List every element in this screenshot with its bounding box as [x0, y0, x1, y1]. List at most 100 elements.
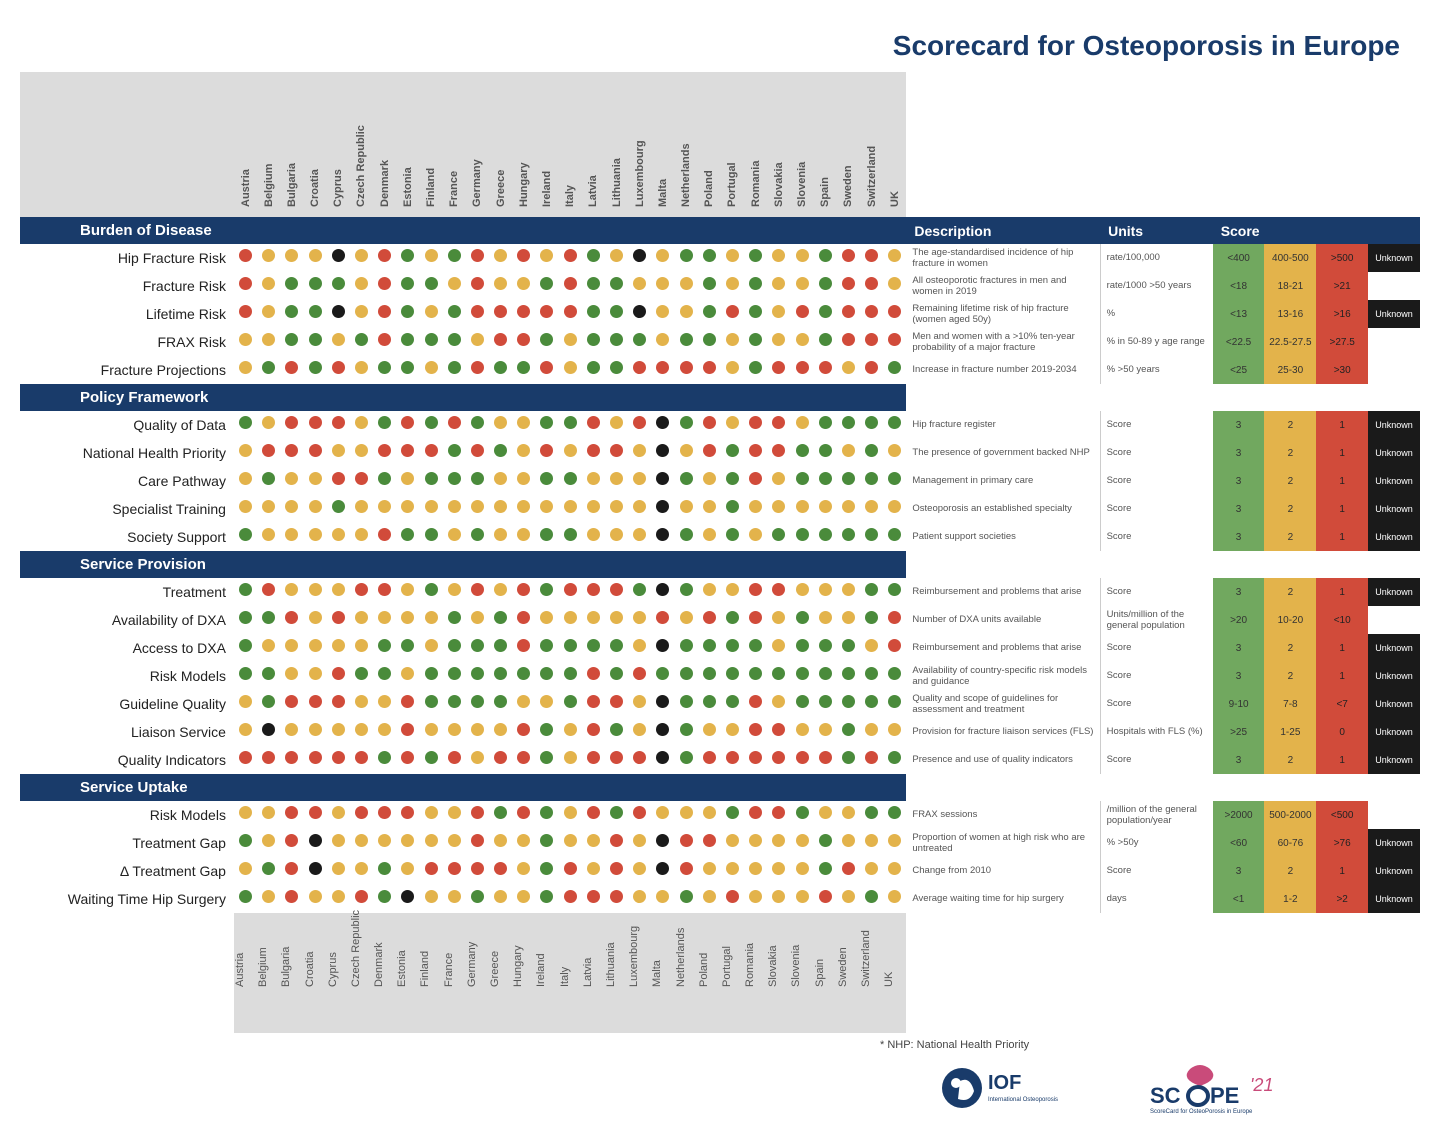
- dot-cell: [767, 746, 790, 774]
- dot-cell: [234, 328, 257, 356]
- score-cell: >27.5: [1316, 328, 1368, 356]
- dot-cell: [675, 300, 698, 328]
- dot-cell: [327, 885, 350, 913]
- dot-cell: [721, 411, 744, 439]
- dot-cell: [605, 829, 628, 857]
- row-label: Treatment: [20, 578, 234, 606]
- dot-cell: [628, 746, 651, 774]
- dot-cell: [605, 244, 628, 272]
- dot-cell: [814, 885, 837, 913]
- dot-cell: [373, 578, 396, 606]
- row-label: Specialist Training: [20, 495, 234, 523]
- country-footer: Austria: [234, 913, 257, 1033]
- dot-cell: [489, 244, 512, 272]
- dot-cell: [582, 495, 605, 523]
- dot-cell: [814, 857, 837, 885]
- row-units: rate/100,000: [1100, 244, 1213, 272]
- dot-cell: [559, 467, 582, 495]
- dot-cell: [790, 578, 813, 606]
- dot-cell: [489, 829, 512, 857]
- dot-cell: [489, 300, 512, 328]
- dot-cell: [559, 857, 582, 885]
- country-footer: Bulgaria: [280, 913, 303, 1033]
- row-units: % in 50-89 y age range: [1100, 328, 1213, 356]
- dot-cell: [304, 356, 327, 384]
- dot-cell: [396, 495, 419, 523]
- dot-cell: [628, 690, 651, 718]
- score-cell: <60: [1213, 829, 1265, 857]
- dot-cell: [466, 300, 489, 328]
- dot-cell: [327, 411, 350, 439]
- country-footer: Sweden: [837, 913, 860, 1033]
- dot-cell: [721, 690, 744, 718]
- dot-cell: [280, 244, 303, 272]
- dot-cell: [675, 746, 698, 774]
- dot-cell: [489, 857, 512, 885]
- dot-cell: [860, 801, 883, 829]
- dot-cell: [419, 578, 442, 606]
- dot-cell: [327, 244, 350, 272]
- dot-cell: [883, 746, 906, 774]
- dot-cell: [443, 606, 466, 634]
- dot-cell: [419, 801, 442, 829]
- row-units: Score: [1100, 634, 1213, 662]
- dot-cell: [767, 244, 790, 272]
- dot-cell: [721, 885, 744, 913]
- dot-cell: [443, 300, 466, 328]
- dot-cell: [350, 356, 373, 384]
- footer-row: * NHP: National Health Priority: [20, 1039, 1420, 1051]
- row-label: National Health Priority: [20, 439, 234, 467]
- dot-cell: [883, 606, 906, 634]
- dot-cell: [327, 300, 350, 328]
- score-cell: 1: [1316, 439, 1368, 467]
- dot-cell: [489, 801, 512, 829]
- score-cell: 1: [1316, 495, 1368, 523]
- dot-cell: [373, 467, 396, 495]
- dot-cell: [744, 439, 767, 467]
- dot-cell: [814, 801, 837, 829]
- dot-cell: [675, 356, 698, 384]
- dot-cell: [257, 300, 280, 328]
- dot-cell: [582, 662, 605, 690]
- dot-cell: [304, 300, 327, 328]
- dot-cell: [698, 328, 721, 356]
- dot-cell: [767, 272, 790, 300]
- score-cell: Unknown: [1368, 244, 1420, 272]
- dot-cell: [767, 718, 790, 746]
- dot-cell: [651, 690, 674, 718]
- dot-cell: [466, 634, 489, 662]
- dot-cell: [814, 467, 837, 495]
- dot-cell: [257, 244, 280, 272]
- dot-cell: [443, 746, 466, 774]
- dot-cell: [721, 634, 744, 662]
- score-cell: 1: [1316, 857, 1368, 885]
- dot-cell: [535, 634, 558, 662]
- dot-cell: [419, 857, 442, 885]
- dot-cell: [559, 244, 582, 272]
- dot-cell: [744, 857, 767, 885]
- dot-cell: [721, 356, 744, 384]
- dot-cell: [280, 578, 303, 606]
- dot-cell: [582, 467, 605, 495]
- score-cell: >20: [1213, 606, 1265, 634]
- dot-cell: [373, 272, 396, 300]
- country-header: Romania: [744, 72, 767, 217]
- dot-cell: [512, 746, 535, 774]
- dot-cell: [605, 634, 628, 662]
- dot-cell: [489, 356, 512, 384]
- dot-cell: [512, 439, 535, 467]
- country-header: Sweden: [837, 72, 860, 217]
- dot-cell: [396, 467, 419, 495]
- dot-cell: [628, 606, 651, 634]
- dot-cell: [651, 746, 674, 774]
- section-header: Service Uptake: [20, 774, 906, 801]
- dot-cell: [651, 578, 674, 606]
- row-description: Remaining lifetime risk of hip fracture …: [906, 300, 1100, 328]
- dot-cell: [466, 523, 489, 551]
- dot-cell: [280, 718, 303, 746]
- dot-cell: [814, 523, 837, 551]
- score-cell: Unknown: [1368, 523, 1420, 551]
- dot-cell: [280, 885, 303, 913]
- row-units: Score: [1100, 467, 1213, 495]
- score-cell: 3: [1213, 523, 1265, 551]
